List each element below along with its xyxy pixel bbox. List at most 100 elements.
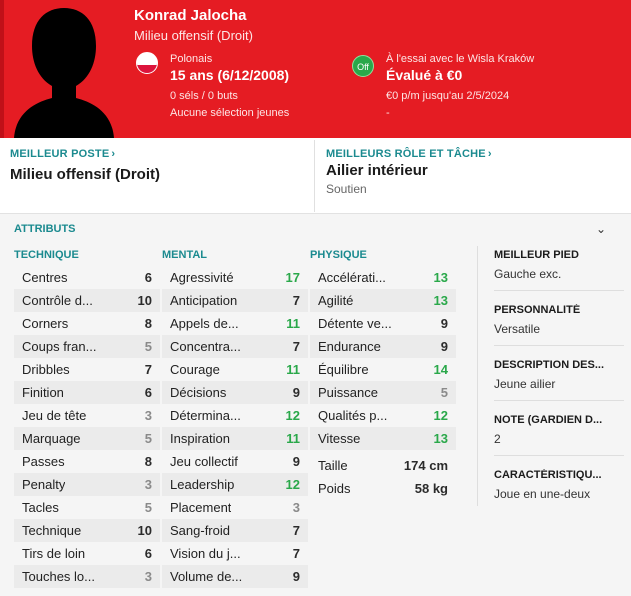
chevron-right-icon: › xyxy=(111,148,116,160)
attribute-row[interactable]: Touches lo... 3 xyxy=(14,565,160,588)
attribute-row[interactable]: Endurance 9 xyxy=(310,335,456,358)
attribute-value: 7 xyxy=(292,293,300,308)
attribute-row[interactable]: Coups fran... 5 xyxy=(14,335,160,358)
attribute-value: 17 xyxy=(285,270,300,285)
contract-status[interactable]: À l'essai avec le Wisla Kraków xyxy=(386,53,535,65)
attribute-row[interactable]: Inspiration 11 xyxy=(162,427,308,450)
attribute-row[interactable]: Volume de... 9 xyxy=(162,565,308,588)
attribute-value: 5 xyxy=(144,431,152,446)
weight-row: Poids 58 kg xyxy=(310,477,456,500)
best-role-duty: Soutien xyxy=(326,182,367,196)
attribute-row[interactable]: Vitesse 13 xyxy=(310,427,456,450)
chevron-right-icon: › xyxy=(487,148,492,160)
player-header: Konrad Jalocha Milieu offensif (Droit) P… xyxy=(0,0,631,138)
attribute-row[interactable]: Penalty 3 xyxy=(14,473,160,496)
attribute-value: 10 xyxy=(137,293,152,308)
attribute-row[interactable]: Placement 3 xyxy=(162,496,308,519)
attribute-value: 9 xyxy=(292,454,300,469)
attributes-title: ATTRIBUTS xyxy=(14,223,76,235)
best-position-panel[interactable]: MEILLEUR POSTE › Milieu offensif (Droit) xyxy=(0,140,314,212)
player-age: 15 ans (6/12/2008) xyxy=(170,67,290,83)
attribute-row[interactable]: Appels de... 11 xyxy=(162,312,308,335)
attribute-value: 11 xyxy=(286,316,300,331)
attribute-value: 9 xyxy=(440,316,448,331)
info-divider xyxy=(494,400,624,401)
nationality[interactable]: Polonais xyxy=(170,53,213,65)
attribute-row[interactable]: Vision du j... 7 xyxy=(162,542,308,565)
contract-status-badge: Off xyxy=(352,55,374,77)
attribute-value: 7 xyxy=(292,339,300,354)
attribute-row[interactable]: Sang-froid 7 xyxy=(162,519,308,542)
attribute-name: Passes xyxy=(22,454,65,469)
attribute-name: Anticipation xyxy=(170,293,238,308)
best-role-value: Ailier intérieur xyxy=(326,162,428,179)
player-wage: €0 p/m jusqu'au 2/5/2024 xyxy=(386,90,510,102)
attribute-row[interactable]: Tacles 5 xyxy=(14,496,160,519)
attribute-value: 13 xyxy=(433,431,448,446)
best-position-title[interactable]: MEILLEUR POSTE › xyxy=(10,148,116,160)
attribute-value: 12 xyxy=(285,408,300,423)
attribute-row[interactable]: Finition 6 xyxy=(14,381,160,404)
attribute-row[interactable]: Agressivité 17 xyxy=(162,266,308,289)
attribute-value: 11 xyxy=(286,362,300,377)
media-description: DESCRIPTION DES... Jeune ailier xyxy=(494,359,622,391)
attribute-row[interactable]: Décisions 9 xyxy=(162,381,308,404)
attribute-row[interactable]: Corners 8 xyxy=(14,312,160,335)
attribute-value: 3 xyxy=(144,408,152,423)
info-divider xyxy=(494,290,624,291)
attribute-value: 5 xyxy=(440,385,448,400)
attribute-name: Penalty xyxy=(22,477,66,492)
attribute-row[interactable]: Dribbles 7 xyxy=(14,358,160,381)
preferred-foot: MEILLEUR PIED Gauche exc. xyxy=(494,249,622,281)
attribute-row[interactable]: Passes 8 xyxy=(14,450,160,473)
attribute-value: 13 xyxy=(433,293,448,308)
attribute-row[interactable]: Tirs de loin 6 xyxy=(14,542,160,565)
goalkeeper-rating: NOTE (GARDIEN D... 2 xyxy=(494,414,622,446)
attribute-value: 13 xyxy=(433,270,448,285)
player-name: Konrad Jalocha xyxy=(134,7,247,24)
attribute-row[interactable]: Équilibre 14 xyxy=(310,358,456,381)
attribute-name: Inspiration xyxy=(170,431,230,446)
chevron-down-icon[interactable]: ⌄ xyxy=(596,222,607,236)
attribute-value: 8 xyxy=(144,316,152,331)
attribute-name: Centres xyxy=(22,270,68,285)
attribute-row[interactable]: Jeu collectif 9 xyxy=(162,450,308,473)
attribute-row[interactable]: Concentra... 7 xyxy=(162,335,308,358)
height-label: Taille xyxy=(318,458,348,473)
attribute-name: Marquage xyxy=(22,431,81,446)
attribute-value: 8 xyxy=(144,454,152,469)
attribute-value: 7 xyxy=(292,546,300,561)
contract-extra: - xyxy=(386,107,390,119)
attribute-value: 6 xyxy=(144,385,152,400)
attribute-name: Vitesse xyxy=(318,431,361,446)
attribute-row[interactable]: Accélérati... 13 xyxy=(310,266,456,289)
attribute-name: Jeu de tête xyxy=(22,408,87,423)
attribute-value: 5 xyxy=(144,339,152,354)
attribute-row[interactable]: Détente ve... 9 xyxy=(310,312,456,335)
info-divider xyxy=(494,455,624,456)
attribute-name: Volume de... xyxy=(170,569,243,584)
attribute-row[interactable]: Jeu de tête 3 xyxy=(14,404,160,427)
attribute-row[interactable]: Leadership 12 xyxy=(162,473,308,496)
attribute-row[interactable]: Centres 6 xyxy=(14,266,160,289)
attribute-name: Jeu collectif xyxy=(170,454,238,469)
attribute-name: Coups fran... xyxy=(22,339,97,354)
attribute-name: Placement xyxy=(170,500,232,515)
attribute-row[interactable]: Détermina... 12 xyxy=(162,404,308,427)
attribute-row[interactable]: Marquage 5 xyxy=(14,427,160,450)
best-role-panel[interactable]: MEILLEURS RÔLE ET TÂCHE › Ailier intérieu… xyxy=(314,140,631,212)
height-row: Taille 174 cm xyxy=(310,454,456,477)
best-role-title[interactable]: MEILLEURS RÔLE ET TÂCHE › xyxy=(326,148,492,160)
attribute-row[interactable]: Courage 11 xyxy=(162,358,308,381)
physique-list: Accélérati... 13 Agilité 13 Détente ve... 9 En… xyxy=(310,266,456,450)
attribute-row[interactable]: Agilité 13 xyxy=(310,289,456,312)
goalkeeper-rating-title: NOTE (GARDIEN D... xyxy=(494,414,603,426)
attribute-row[interactable]: Contrôle d... 10 xyxy=(14,289,160,312)
attribute-row[interactable]: Puissance 5 xyxy=(310,381,456,404)
attribute-row[interactable]: Anticipation 7 xyxy=(162,289,308,312)
player-traits: CARACTÉRISTIQU... Joue en une-deux xyxy=(494,469,622,501)
height-value: 174 cm xyxy=(403,458,448,473)
attribute-name: Finition xyxy=(22,385,64,400)
attribute-row[interactable]: Qualités p... 12 xyxy=(310,404,456,427)
attribute-row[interactable]: Technique 10 xyxy=(14,519,160,542)
